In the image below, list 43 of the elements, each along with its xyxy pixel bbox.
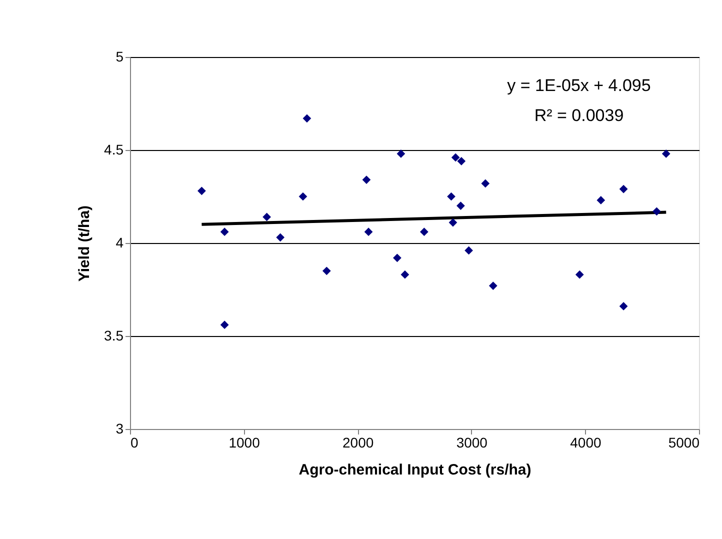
point <box>457 156 466 166</box>
point <box>488 282 498 290</box>
x-tick-label: 5000 <box>668 434 700 450</box>
point <box>451 153 460 162</box>
point <box>393 254 402 262</box>
point <box>447 192 456 201</box>
point <box>420 228 428 236</box>
point <box>220 228 229 236</box>
point <box>464 246 473 255</box>
x-axis-title: Agro-chemical Input Cost (rs/ha) <box>298 462 532 478</box>
point <box>456 202 465 210</box>
x-tick-label: 0 <box>130 434 138 450</box>
point <box>322 266 331 276</box>
point <box>298 192 308 201</box>
point <box>652 207 661 216</box>
point <box>619 302 628 310</box>
point <box>396 150 406 158</box>
point <box>662 150 670 158</box>
x-tick-label: 3000 <box>456 434 488 450</box>
y-tick-label: 4 <box>116 234 124 250</box>
point <box>481 179 490 188</box>
y-tick-label: 4.5 <box>104 142 124 158</box>
annotation: R² = 0.0039 <box>534 106 624 125</box>
y-tick-label: 3 <box>116 420 124 436</box>
y-axis-title: Yield (t/ha) <box>76 205 94 282</box>
point <box>198 186 206 196</box>
point <box>362 176 371 184</box>
x-tick-label: 1000 <box>228 434 260 450</box>
point <box>596 196 606 204</box>
point <box>276 233 285 242</box>
y-tick-label: 3.5 <box>104 328 124 344</box>
point <box>364 228 373 236</box>
annotation: y = 1E-05x + 4.095 <box>507 76 651 95</box>
point <box>448 218 458 227</box>
point <box>302 114 312 123</box>
point <box>575 270 584 279</box>
point <box>220 320 229 330</box>
y-tick-label: 5 <box>116 48 124 64</box>
x-tick-label: 4000 <box>570 434 602 450</box>
point <box>619 184 628 194</box>
point <box>400 270 410 279</box>
point <box>262 212 271 222</box>
x-tick-label: 2000 <box>342 434 374 450</box>
